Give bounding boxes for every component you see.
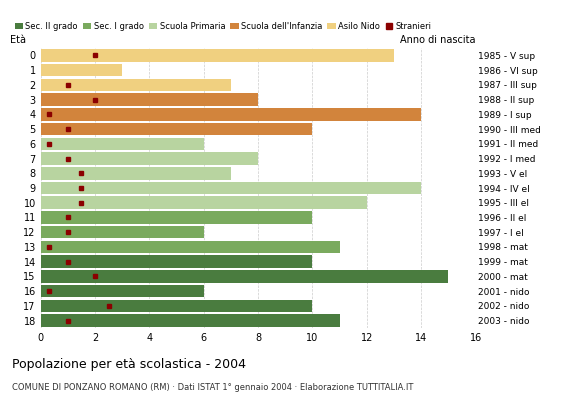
Text: Età: Età bbox=[10, 35, 26, 45]
Bar bbox=[41, 49, 394, 62]
Bar bbox=[41, 300, 313, 312]
Bar bbox=[41, 78, 231, 91]
Bar bbox=[41, 138, 204, 150]
Bar bbox=[41, 285, 204, 298]
Bar bbox=[41, 123, 313, 135]
Bar bbox=[41, 196, 367, 209]
Bar bbox=[41, 93, 258, 106]
Bar bbox=[41, 241, 340, 253]
Text: Anno di nascita: Anno di nascita bbox=[400, 35, 476, 45]
Bar bbox=[41, 167, 231, 180]
Text: COMUNE DI PONZANO ROMANO (RM) · Dati ISTAT 1° gennaio 2004 · Elaborazione TUTTIT: COMUNE DI PONZANO ROMANO (RM) · Dati IST… bbox=[12, 383, 413, 392]
Bar bbox=[41, 182, 421, 194]
Bar bbox=[41, 64, 122, 76]
Bar bbox=[41, 226, 204, 238]
Text: Popolazione per età scolastica - 2004: Popolazione per età scolastica - 2004 bbox=[12, 358, 245, 371]
Bar bbox=[41, 211, 313, 224]
Legend: Sec. II grado, Sec. I grado, Scuola Primaria, Scuola dell'Infanzia, Asilo Nido, : Sec. II grado, Sec. I grado, Scuola Prim… bbox=[11, 18, 436, 34]
Bar bbox=[41, 270, 448, 283]
Bar bbox=[41, 152, 258, 165]
Bar bbox=[41, 256, 313, 268]
Bar bbox=[41, 108, 421, 120]
Bar bbox=[41, 314, 340, 327]
